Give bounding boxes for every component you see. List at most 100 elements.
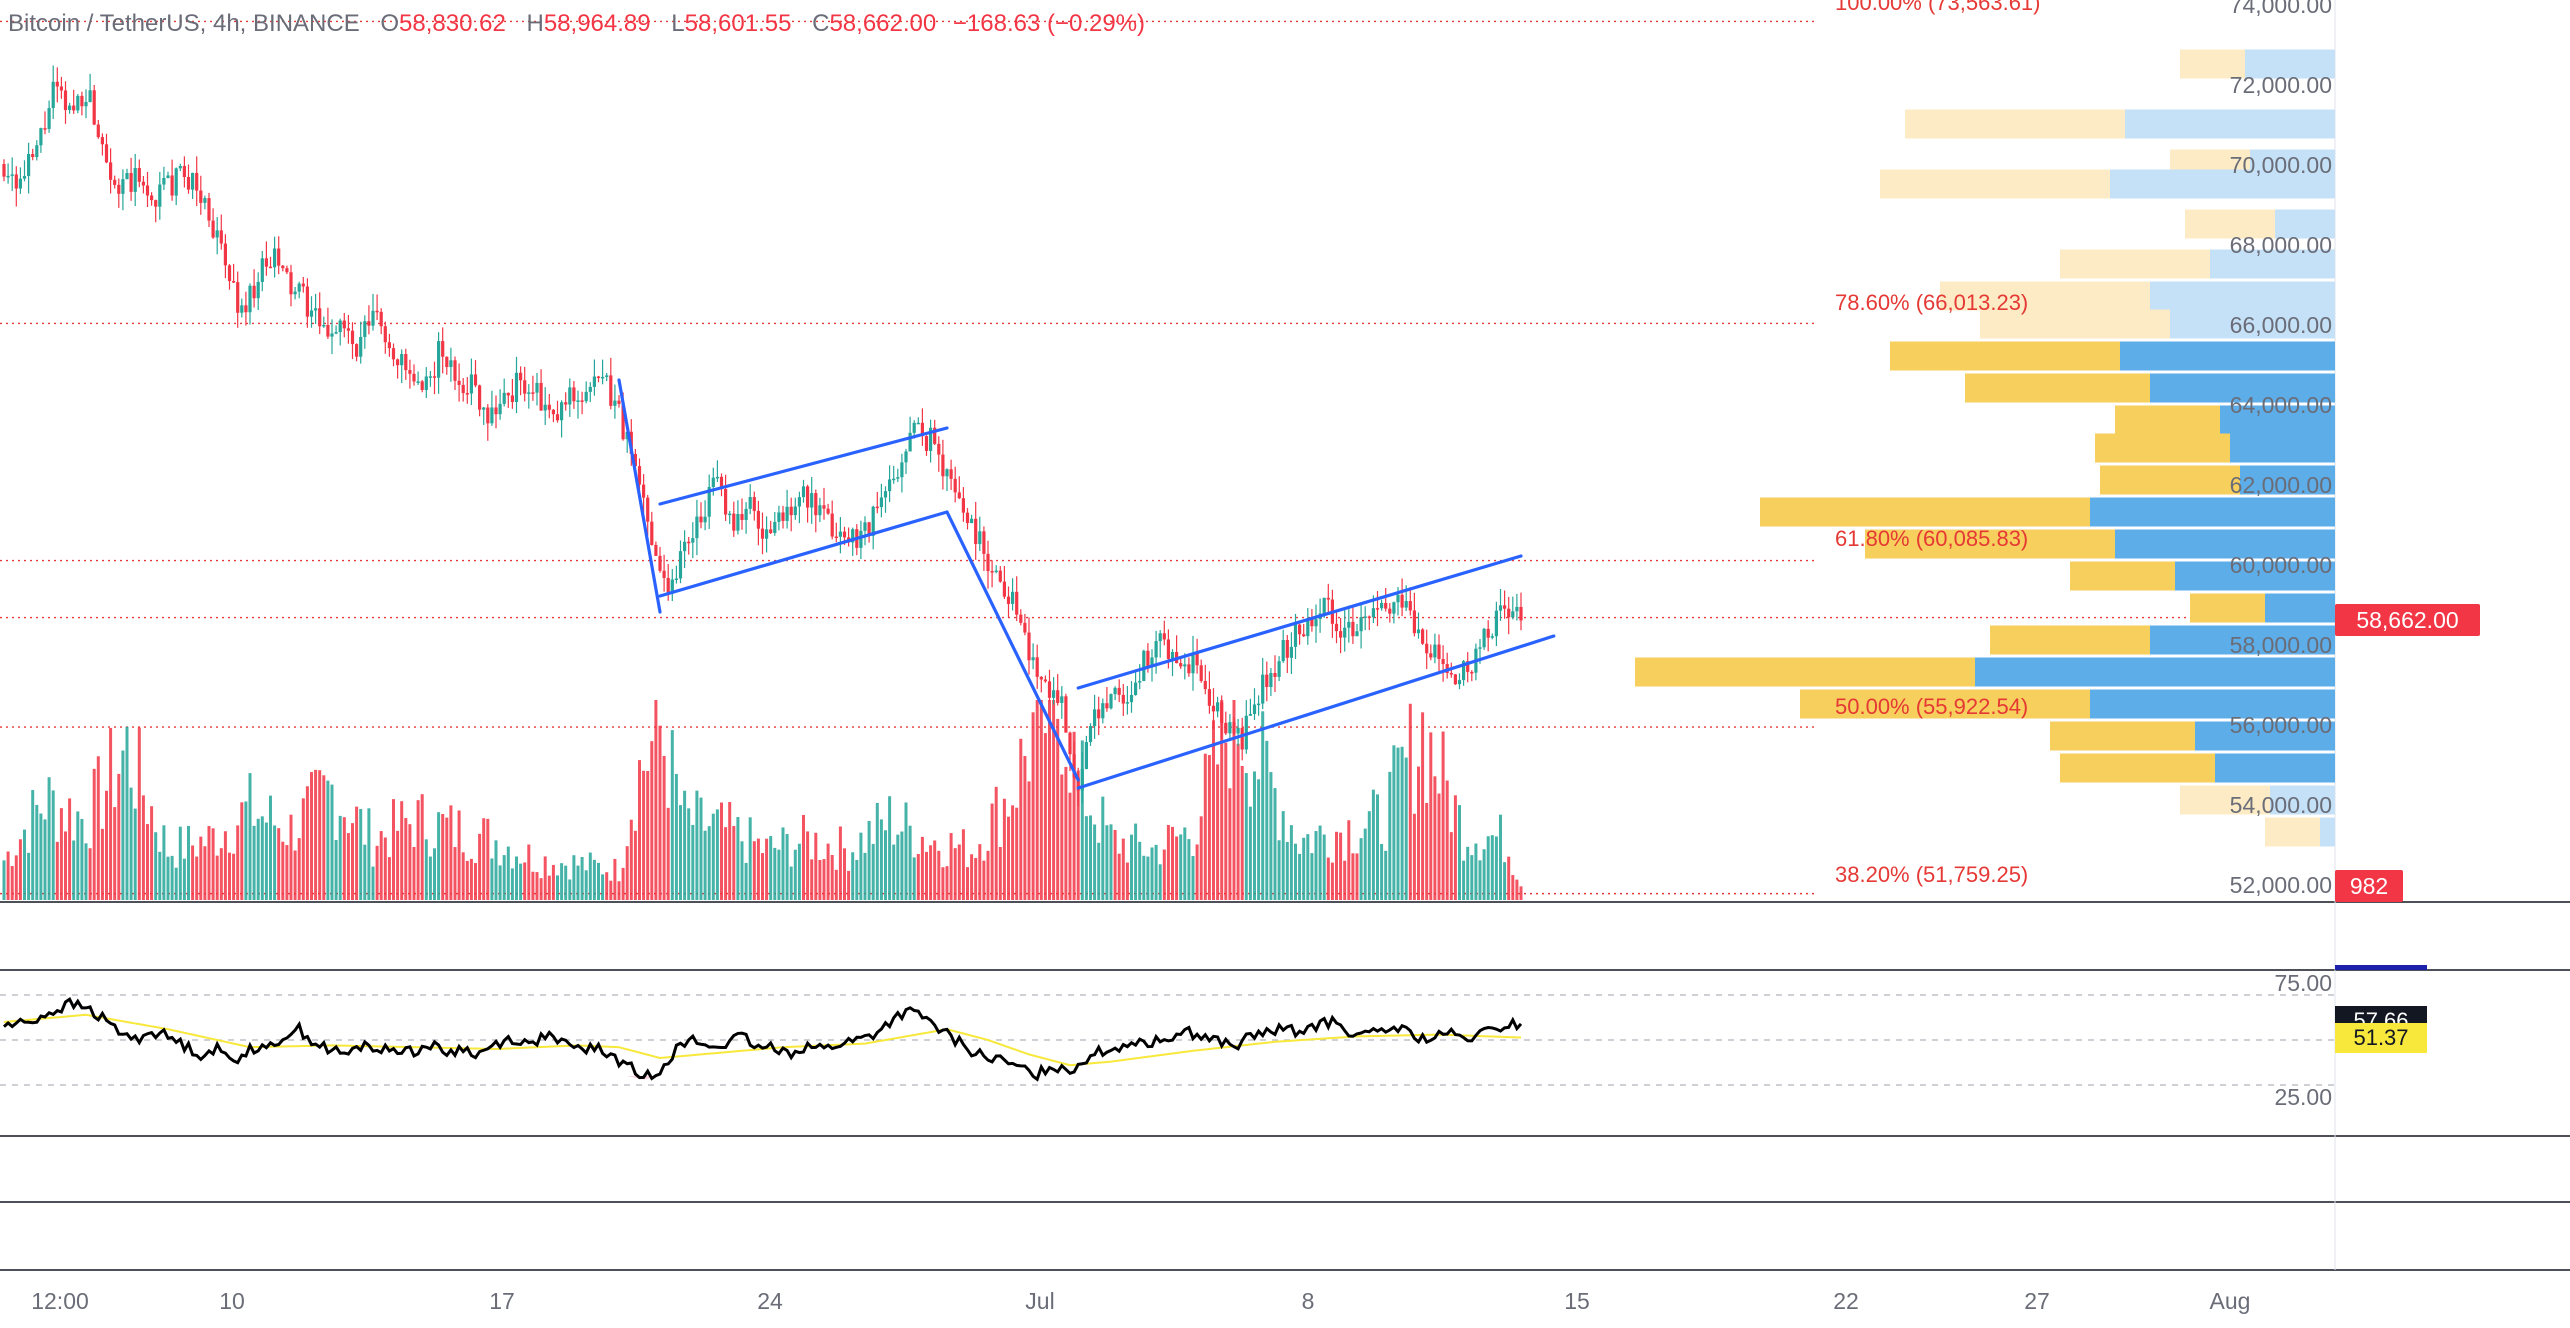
volume-profile-down — [2095, 433, 2230, 463]
volume-bar — [1363, 828, 1367, 900]
candle-body — [883, 491, 888, 498]
candle-body — [260, 258, 264, 282]
volume-bar — [789, 866, 793, 900]
volume-bar — [912, 857, 916, 900]
candle-body — [596, 376, 601, 378]
candle-body — [1429, 653, 1433, 658]
volume-bar — [806, 831, 810, 900]
candle-body — [523, 380, 527, 394]
volume-bar — [1175, 836, 1179, 900]
candle-body — [1056, 690, 1060, 703]
candle-body — [1261, 674, 1265, 704]
volume-bar — [519, 863, 523, 900]
volume-bar — [724, 827, 728, 900]
candle-body — [904, 451, 908, 463]
candle-body — [564, 402, 568, 405]
volume-bar — [941, 867, 945, 900]
candle-body — [1158, 633, 1162, 642]
volume-bar — [711, 813, 715, 900]
volume-bar — [715, 809, 719, 900]
volume-bar — [207, 826, 211, 900]
volume-bar — [851, 852, 855, 900]
volume-bar — [1453, 795, 1457, 900]
candle-body — [1101, 703, 1105, 719]
candle-body — [1298, 624, 1302, 635]
volume-bar — [1318, 825, 1322, 900]
volume-bar — [937, 850, 941, 900]
volume-bar — [1261, 711, 1265, 900]
candle-body — [961, 498, 965, 513]
candle-body — [531, 392, 535, 394]
volume-bar — [137, 727, 141, 900]
rsi-level-high: 75.00 — [2274, 970, 2332, 996]
candle-body — [1486, 628, 1490, 638]
volume-bar — [27, 852, 31, 900]
candle-body — [1306, 618, 1310, 637]
volume-bar — [1486, 836, 1490, 900]
volume-bar — [412, 846, 416, 900]
volume-bar — [1183, 827, 1187, 900]
candle-body — [100, 137, 104, 145]
candle-body — [1359, 617, 1363, 632]
candle-body — [806, 486, 810, 508]
candle-body — [1384, 602, 1388, 609]
volume-bar — [1228, 788, 1232, 900]
candle-body — [699, 516, 703, 523]
volume-bar — [1232, 700, 1236, 900]
candle-body — [301, 283, 305, 287]
candle-body — [863, 522, 867, 531]
volume-bar — [314, 769, 318, 900]
candle-body — [289, 272, 293, 295]
volume-bar — [506, 846, 510, 900]
candle-body — [719, 476, 724, 490]
candle-body — [137, 168, 141, 182]
volume-bar — [859, 832, 863, 900]
volume-bar — [1519, 886, 1523, 900]
volume-bar — [957, 844, 961, 900]
trendline-flag-1-top — [658, 426, 949, 506]
volume-bar — [1351, 853, 1355, 900]
candle-body — [494, 407, 498, 415]
candle-body — [350, 330, 355, 345]
volume-bar — [1359, 838, 1363, 900]
candle-body — [678, 551, 683, 579]
volume-profile-up — [2245, 49, 2335, 79]
volume-bar — [523, 862, 527, 900]
volume-bar — [892, 844, 896, 900]
volume-bar — [982, 860, 986, 900]
candle-body — [1228, 722, 1232, 734]
candle-body — [104, 144, 109, 163]
volume-bar — [1273, 788, 1277, 900]
candle-body — [359, 336, 363, 357]
volume-bar — [1371, 789, 1375, 900]
volume-bar — [966, 867, 969, 900]
volume-profile-down — [2100, 465, 2240, 495]
candle-body — [80, 95, 84, 107]
candle-body — [371, 310, 375, 326]
candle-body — [31, 154, 35, 158]
candle-body — [1207, 689, 1211, 706]
candle-body — [838, 531, 842, 537]
volume-bar — [269, 795, 272, 900]
candle-body — [264, 258, 268, 267]
candle-body — [1314, 619, 1318, 627]
price-tick: 74,000.00 — [2229, 0, 2332, 18]
candle-body — [752, 497, 756, 511]
volume-bar — [1503, 862, 1507, 900]
volume-bar — [461, 852, 465, 900]
volume-profile-up — [2150, 625, 2335, 655]
volume-bar — [633, 830, 637, 900]
candle-body — [912, 422, 916, 433]
candle-body — [1347, 621, 1351, 628]
volume-profile-up — [2320, 817, 2335, 847]
candle-body — [1248, 713, 1252, 716]
volume-bar — [1302, 837, 1306, 900]
candle-body — [154, 200, 158, 207]
volume-bar — [1253, 771, 1256, 900]
volume-bar — [363, 844, 367, 900]
candle-body — [982, 531, 986, 554]
volume-bar — [609, 880, 613, 900]
rsi-axis-marker — [2335, 965, 2427, 970]
